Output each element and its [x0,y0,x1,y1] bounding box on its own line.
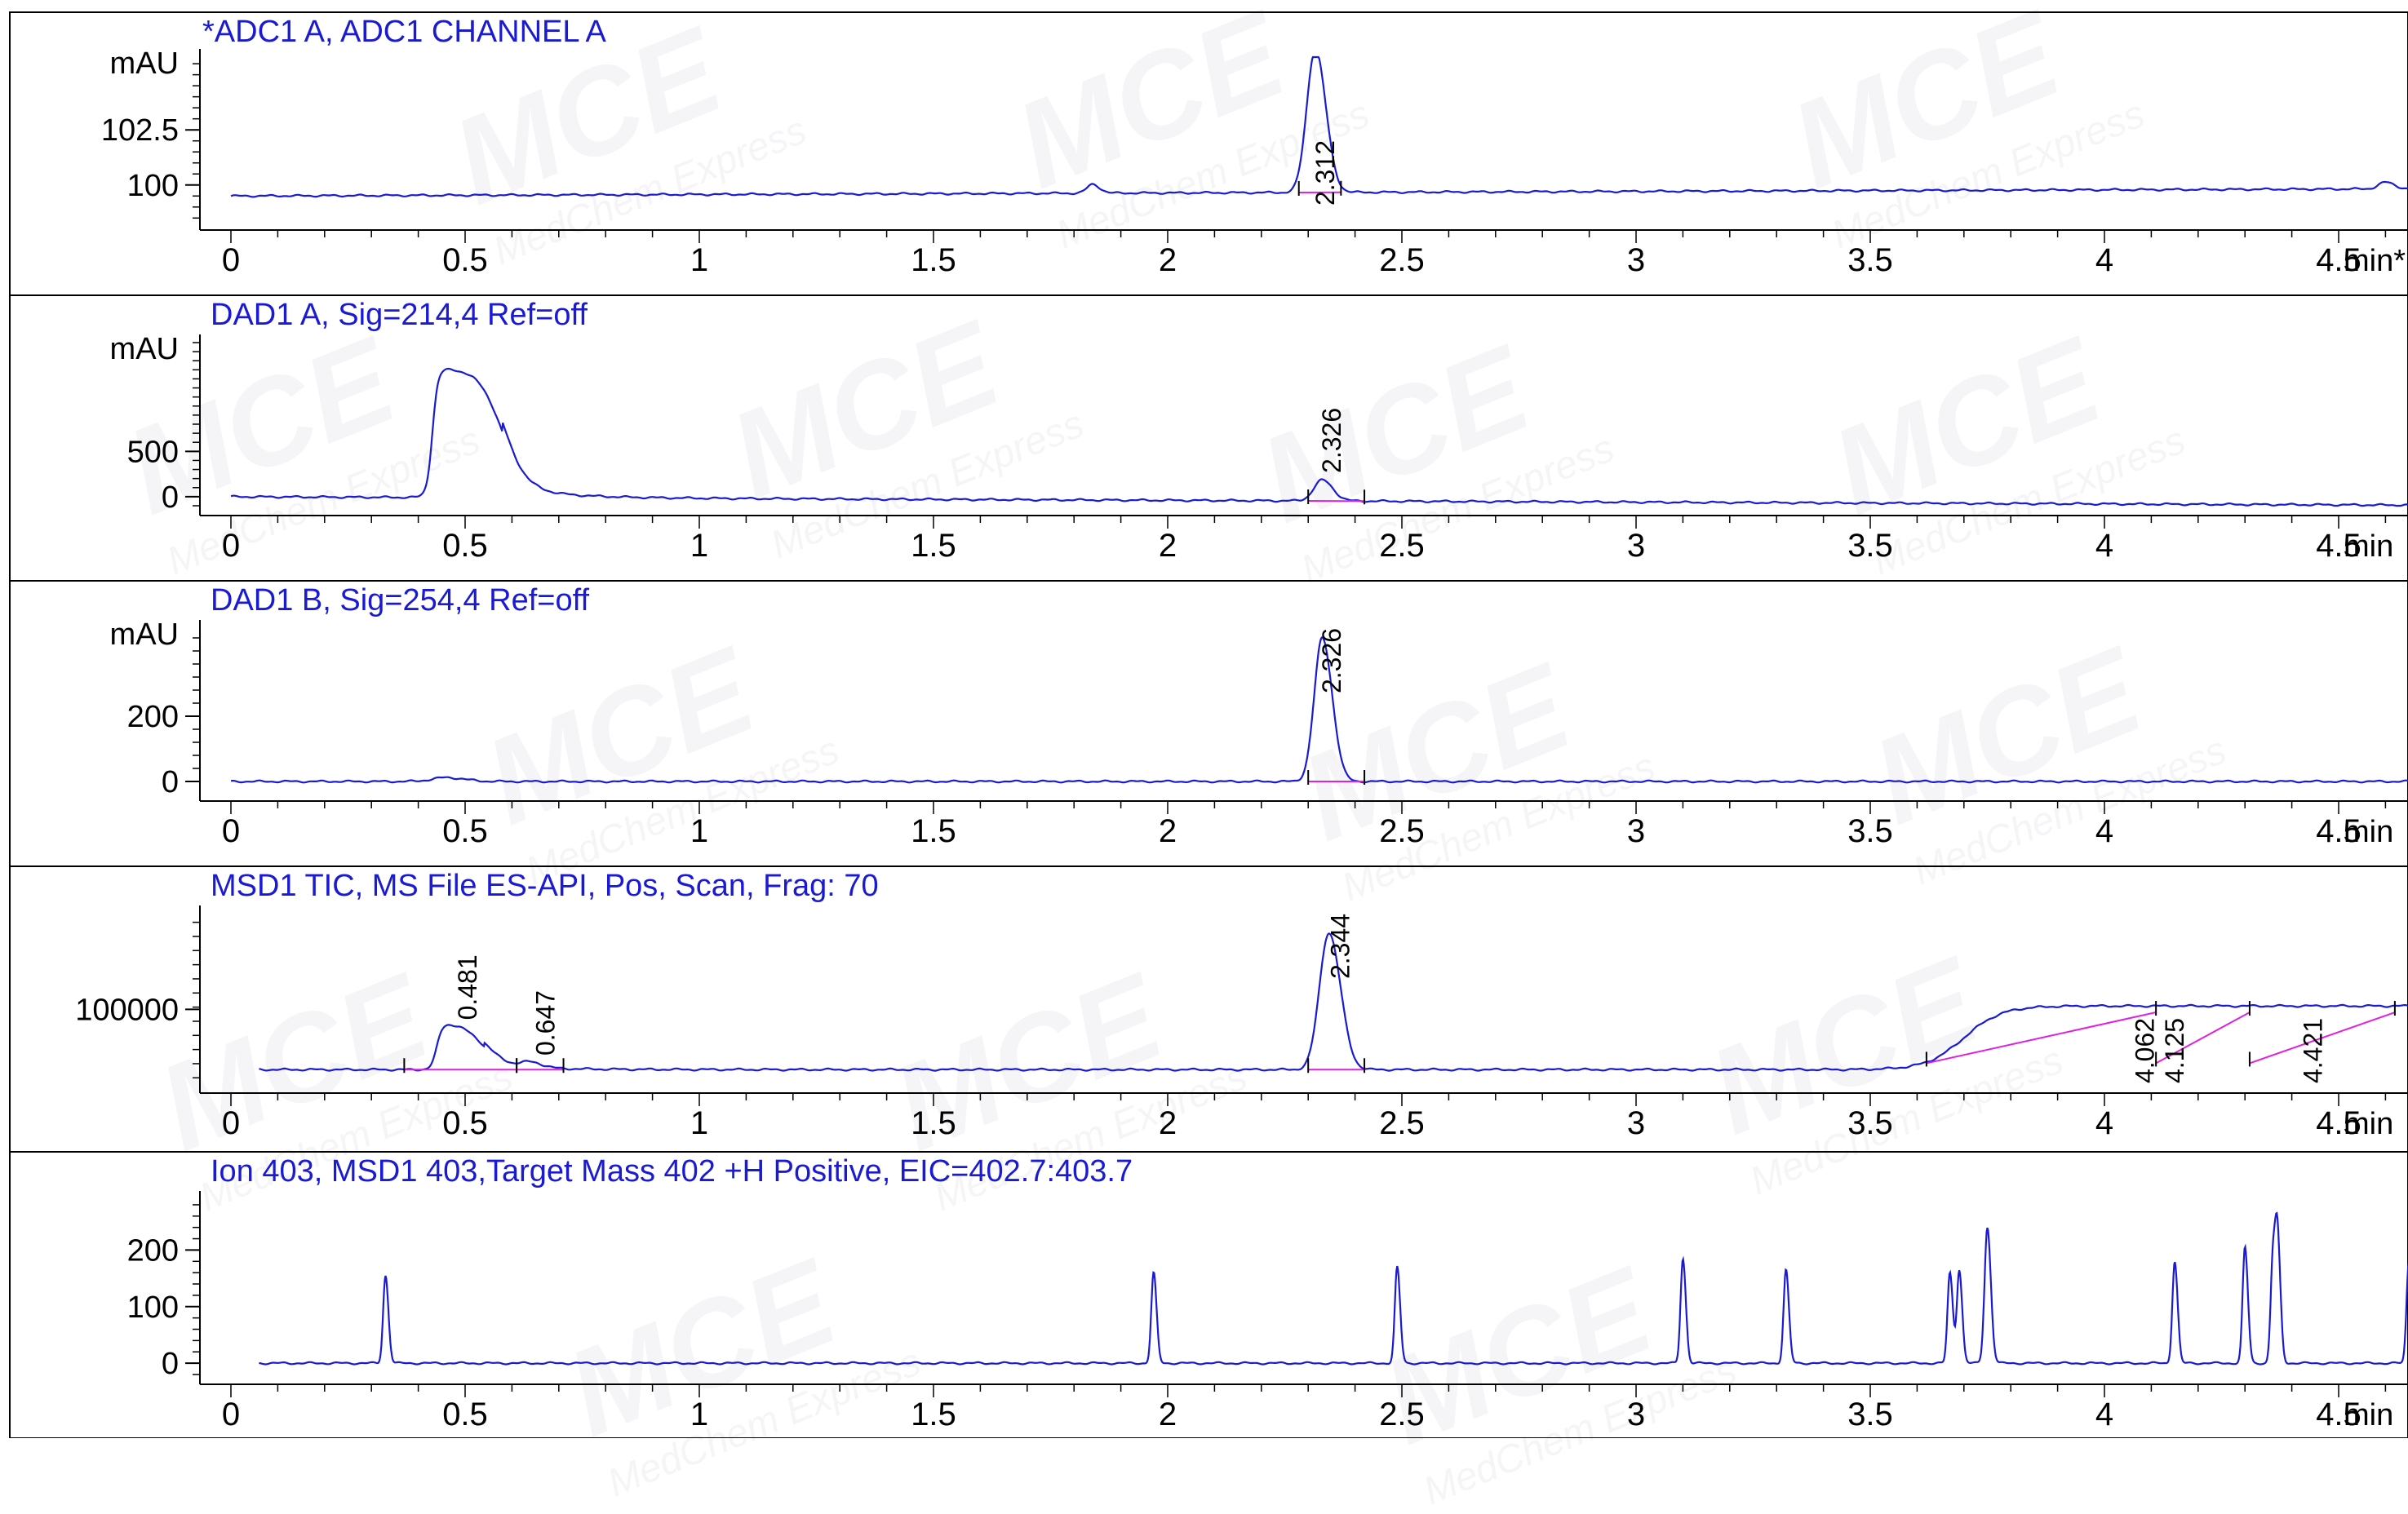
x-tick-label: 3.5 [1847,242,1893,278]
retention-time-label: 4.421 [2299,1018,2328,1083]
x-tick-label: 0.5 [442,813,488,849]
x-tick-label: 2.5 [1379,1105,1425,1141]
x-tick-label: 2.5 [1379,528,1425,564]
x-tick-label: 2.5 [1379,813,1425,849]
x-tick-label: 0 [222,813,240,849]
retention-time-label: 4.125 [2160,1018,2189,1083]
x-tick-label: 3 [1627,242,1645,278]
x-tick-label: 3.5 [1847,1397,1893,1432]
y-axis-unit: mAU [110,618,179,652]
x-tick-label: 2.5 [1379,242,1425,278]
x-tick-label: 2 [1159,242,1177,278]
x-tick-label: 0.5 [442,1397,488,1432]
x-tick-label: 1.5 [911,1105,956,1141]
y-tick-label: 100 [127,1290,179,1325]
y-tick-label: 0 [162,480,179,515]
x-tick-label: 0 [222,528,240,564]
x-tick-label: 4 [2095,813,2113,849]
x-tick-label: 3 [1627,528,1645,564]
retention-time-label: 2.326 [1317,408,1346,473]
x-tick-label: 3 [1627,813,1645,849]
x-tick-label: 1 [690,1397,708,1432]
x-tick-label: 4 [2095,528,2113,564]
chart-panel-5: Ion 403, MSD1 403,Target Mass 402 +H Pos… [10,1152,2408,1432]
x-axis-unit: min [2344,529,2393,564]
chart-panel-1: *ADC1 A, ADC1 CHANNEL A 100 102.5 mAU 0 0.5 1 1… [101,15,2408,278]
chart-panel-4: MSD1 TIC, MS File ES-API, Pos, Scan, Fra… [10,866,2408,1141]
y-tick-label: 500 [127,435,179,469]
x-tick-label: 2.5 [1379,1397,1425,1432]
panel-title: Ion 403, MSD1 403,Target Mass 402 +H Pos… [211,1154,1133,1189]
x-tick-label: 3 [1627,1397,1645,1432]
x-tick-label: 2 [1159,1397,1177,1432]
y-axis-unit: mAU [110,332,179,366]
retention-time-label: 2.312 [1310,140,1340,206]
retention-time-label: 2.326 [1317,628,1346,693]
x-tick-label: 0.5 [442,528,488,564]
y-tick-label: 200 [127,700,179,734]
x-tick-label: 1.5 [911,242,956,278]
panel-title: DAD1 B, Sig=254,4 Ref=off [211,583,589,618]
x-axis-unit: min* [2344,244,2406,278]
x-tick-label: 0 [222,1105,240,1141]
x-tick-label: 1.5 [911,813,956,849]
y-tick-label: 0 [162,1347,179,1381]
x-tick-label: 1.5 [911,528,956,564]
x-tick-label: 1 [690,813,708,849]
x-tick-label: 4 [2095,1105,2113,1141]
retention-time-label: 0.647 [530,990,560,1056]
x-tick-label: 2 [1159,813,1177,849]
x-axis-unit: min [2344,1398,2393,1432]
x-tick-label: 4 [2095,242,2113,278]
x-axis-unit: min [2344,815,2393,849]
x-tick-label: 2 [1159,1105,1177,1141]
x-tick-label: 3.5 [1847,528,1893,564]
x-tick-label: 3.5 [1847,813,1893,849]
x-tick-label: 0 [222,1397,240,1432]
x-tick-label: 1 [690,528,708,564]
x-tick-label: 0 [222,242,240,278]
x-tick-label: 0.5 [442,1105,488,1141]
panel-title: *ADC1 A, ADC1 CHANNEL A [202,15,607,49]
retention-time-label: 4.062 [2131,1018,2160,1083]
x-tick-label: 3.5 [1847,1105,1893,1141]
x-tick-label: 1 [690,242,708,278]
retention-time-label: 2.344 [1325,914,1355,979]
retention-time-label: 0.481 [453,954,482,1020]
x-tick-label: 4 [2095,1397,2113,1432]
y-tick-label: 100000 [75,993,179,1027]
panel-title: DAD1 A, Sig=214,4 Ref=off [211,298,588,332]
y-tick-label: 200 [127,1233,179,1268]
x-axis-unit: min [2344,1107,2393,1141]
y-tick-label: 0 [162,765,179,799]
integration-baseline [1927,1012,2156,1063]
y-tick-label: 102.5 [101,113,179,148]
x-tick-label: 1.5 [911,1397,956,1432]
chart-panel-2: DAD1 A, Sig=214,4 Ref=off 0 500 mAU 0 0.5 1 1.5… [10,295,2408,564]
x-tick-label: 2 [1159,528,1177,564]
x-tick-label: 3 [1627,1105,1645,1141]
x-tick-label: 0.5 [442,242,488,278]
y-tick-label: 100 [127,169,179,203]
figure-frame [10,12,2408,1438]
x-tick-label: 1 [690,1105,708,1141]
y-axis-unit: mAU [110,46,179,81]
signal-trace [259,1213,2408,1364]
chart-panel-3: DAD1 B, Sig=254,4 Ref=off 0 200 mAU 0 0.5 1 1.5… [10,581,2408,849]
panel-title: MSD1 TIC, MS File ES-API, Pos, Scan, Fra… [211,869,879,903]
